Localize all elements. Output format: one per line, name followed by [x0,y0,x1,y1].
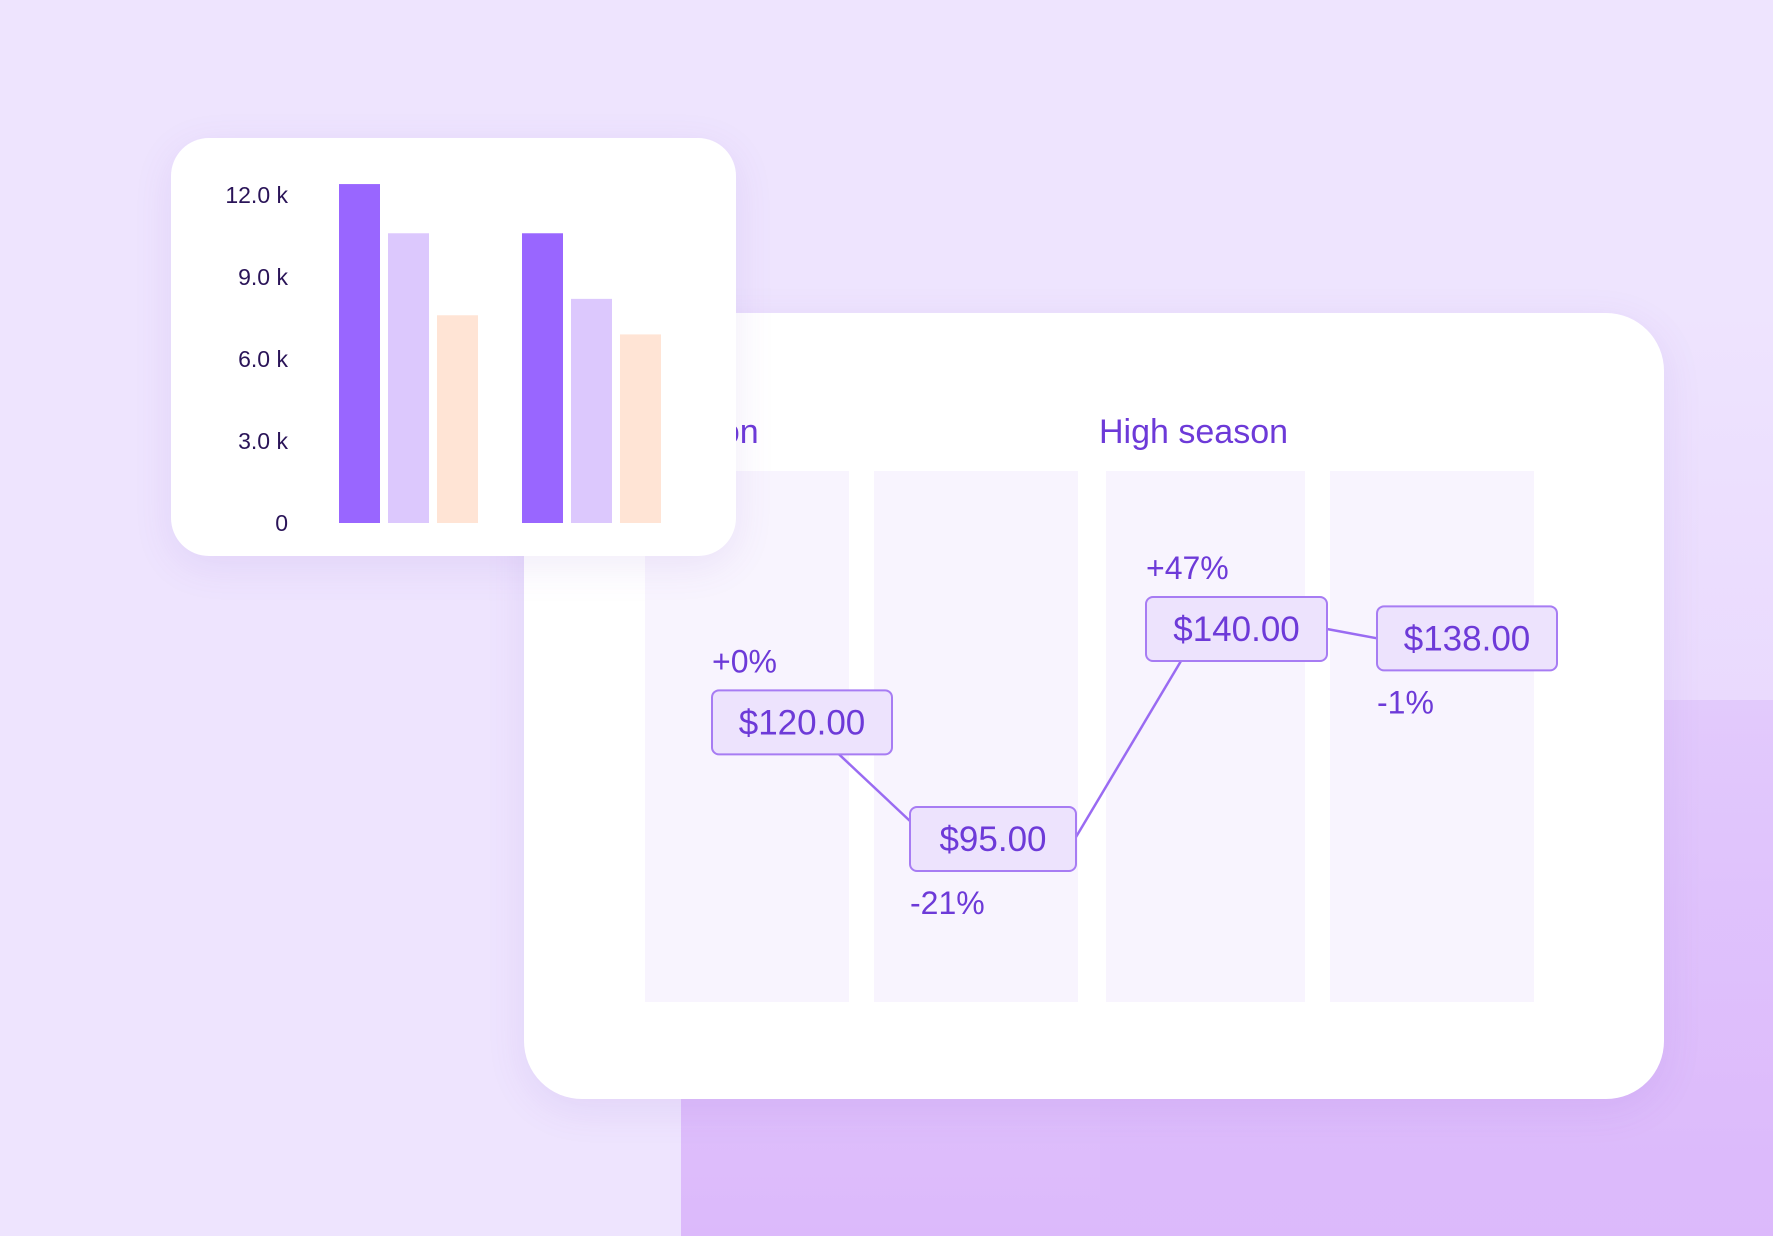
y-tick-label: 6.0 k [238,346,288,372]
y-tick-label: 9.0 k [238,264,288,290]
price-tag-point-2 [909,806,1077,872]
period-column-3 [1106,471,1305,1002]
bar-series-1-group-1 [339,184,380,524]
bar-chart-card: 12.0 k 9.0 k 6.0 k 3.0 k 0 [171,138,736,556]
price-tag-point-4 [1376,605,1558,672]
bar-series-3-group-1 [437,315,478,523]
period-column-4 [1330,471,1534,1002]
price-tag-point-3 [1145,596,1328,662]
price-tag-point-1 [711,689,893,756]
season-title: High season [1099,413,1288,451]
bar-chart: 12.0 k 9.0 k 6.0 k 3.0 k 0 [225,182,661,536]
price-label: $120.00 [739,703,866,742]
price-label: $95.00 [939,820,1046,859]
price-change-label: +0% [712,643,777,679]
y-tick-label: 3.0 k [238,428,288,454]
price-trend-line-segment-2 [1074,660,1183,838]
price-change-label: -1% [1377,684,1434,720]
price-label: $138.00 [1404,619,1531,658]
bar-series-2-group-1 [388,233,429,523]
price-change-label: +47% [1146,550,1229,586]
period-column-2 [874,471,1078,1002]
price-label: $140.00 [1173,610,1300,649]
price-trend-line-segment-1 [838,753,911,822]
price-change-label: -21% [910,885,985,921]
y-tick-label: 0 [275,510,288,536]
price-trend-line-segment-3 [1326,627,1378,640]
bar-series-2-group-2 [571,298,612,523]
bar-series-3-group-2 [620,334,661,523]
bar-series-1-group-2 [522,233,563,523]
y-tick-label: 12.0 k [225,182,288,208]
